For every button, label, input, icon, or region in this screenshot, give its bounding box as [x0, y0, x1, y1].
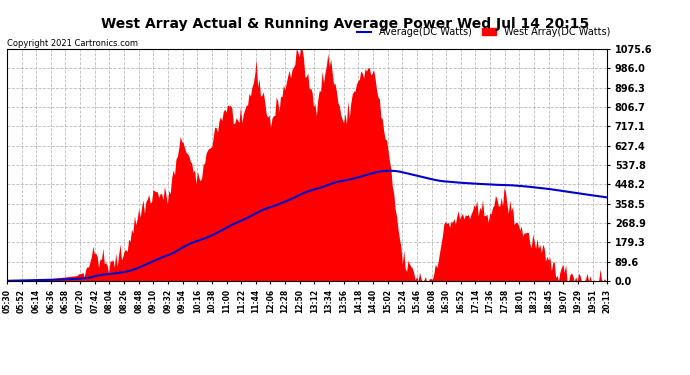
Text: West Array Actual & Running Average Power Wed Jul 14 20:15: West Array Actual & Running Average Powe… — [101, 17, 589, 31]
Text: Copyright 2021 Cartronics.com: Copyright 2021 Cartronics.com — [7, 39, 138, 48]
Legend: Average(DC Watts), West Array(DC Watts): Average(DC Watts), West Array(DC Watts) — [353, 23, 614, 41]
